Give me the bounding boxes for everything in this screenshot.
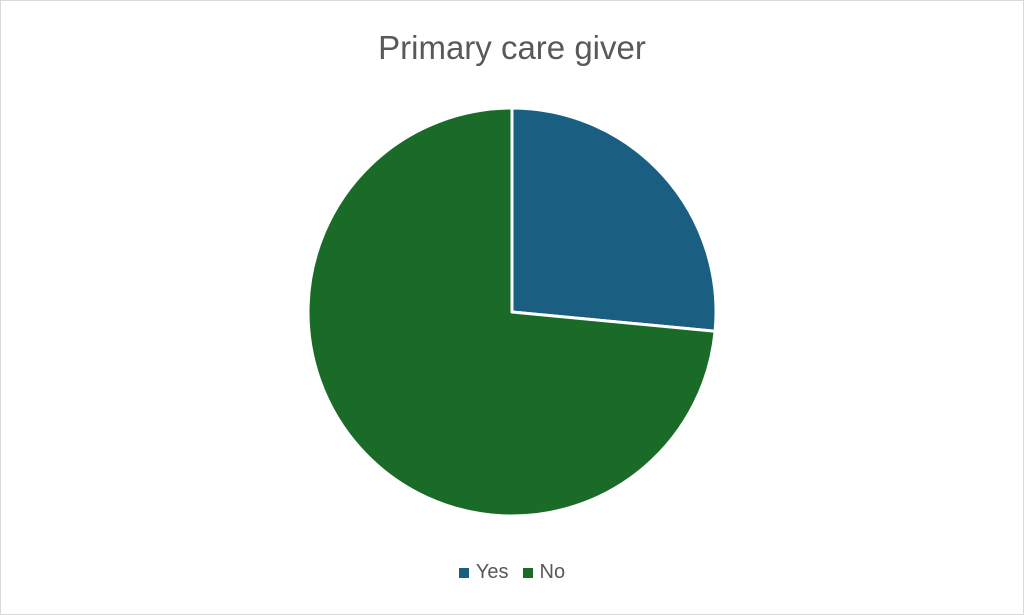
chart-title: Primary care giver (378, 29, 646, 66)
pie-slice-no (306, 106, 717, 518)
pie-slices (306, 106, 718, 518)
legend-label-no: No (539, 561, 566, 583)
legend-item-yes: Yes (458, 561, 509, 584)
legend-item-no: No (522, 561, 566, 584)
legend-label-yes: Yes (475, 561, 509, 583)
pie-slice-yes (510, 106, 718, 333)
legend-swatch-yes (458, 567, 469, 578)
legend-swatch-no (522, 567, 533, 578)
legend: Yes No (0, 561, 1024, 584)
